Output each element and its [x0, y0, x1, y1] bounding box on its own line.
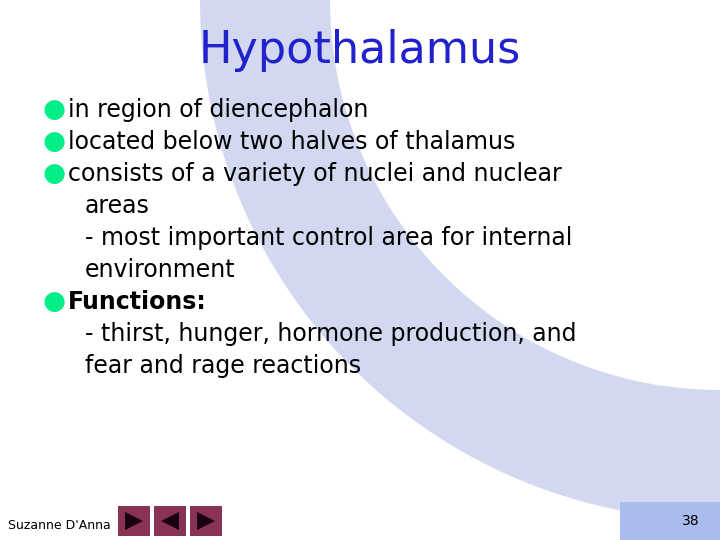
Text: areas: areas	[85, 194, 150, 218]
FancyBboxPatch shape	[190, 506, 222, 536]
Text: ●: ●	[42, 161, 65, 187]
Text: Suzanne D'Anna: Suzanne D'Anna	[8, 519, 111, 532]
Text: Functions:: Functions:	[68, 290, 207, 314]
Text: environment: environment	[85, 258, 235, 282]
FancyBboxPatch shape	[118, 506, 150, 536]
Text: - thirst, hunger, hormone production, and: - thirst, hunger, hormone production, an…	[85, 322, 577, 346]
Text: ●: ●	[42, 129, 65, 155]
Polygon shape	[125, 512, 143, 530]
Text: 38: 38	[683, 514, 700, 528]
Polygon shape	[200, 0, 720, 520]
Polygon shape	[197, 512, 215, 530]
Text: ●: ●	[42, 289, 65, 315]
Text: fear and rage reactions: fear and rage reactions	[85, 354, 361, 378]
Text: - most important control area for internal: - most important control area for intern…	[85, 226, 572, 250]
Text: Hypothalamus: Hypothalamus	[199, 29, 521, 71]
Text: in region of diencephalon: in region of diencephalon	[68, 98, 369, 122]
Text: ●: ●	[42, 97, 65, 123]
FancyBboxPatch shape	[154, 506, 186, 536]
FancyBboxPatch shape	[620, 502, 720, 540]
Text: consists of a variety of nuclei and nuclear: consists of a variety of nuclei and nucl…	[68, 162, 562, 186]
Polygon shape	[161, 512, 179, 530]
Text: located below two halves of thalamus: located below two halves of thalamus	[68, 130, 516, 154]
